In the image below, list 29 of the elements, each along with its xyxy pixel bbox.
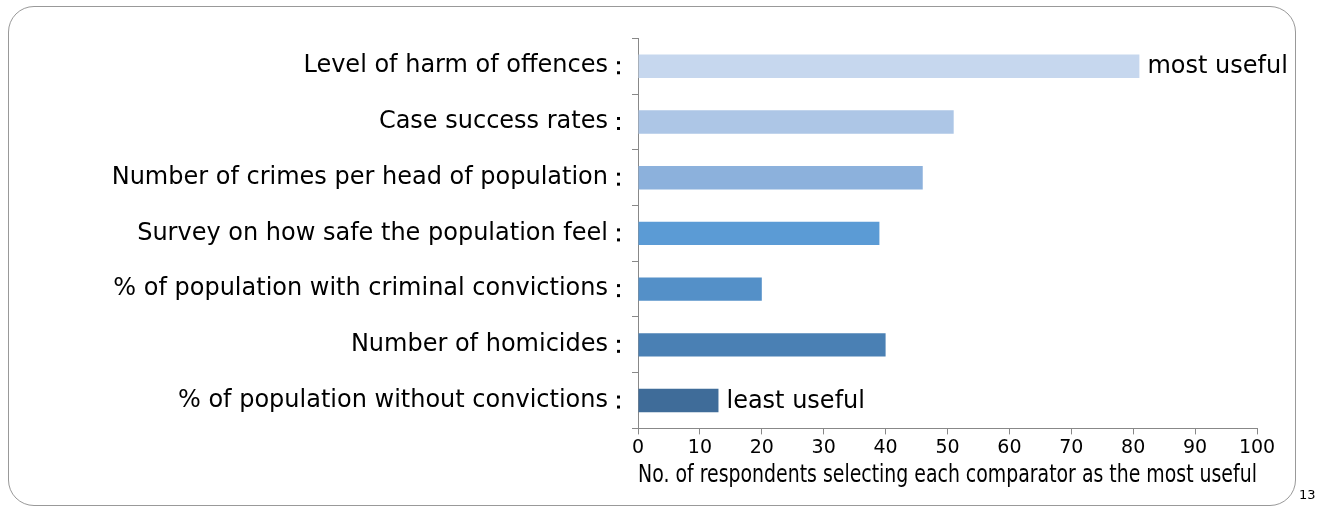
bar: [638, 165, 923, 190]
y-tick-label: Level of harm of offences: [303, 50, 608, 79]
annotation: most useful: [1147, 51, 1288, 80]
y-tick-label: Case success rates: [378, 106, 608, 135]
y-tick-label: Number of homicides: [350, 329, 608, 358]
y-tick-label: % of population without convictions: [177, 384, 608, 413]
bar: [638, 333, 886, 357]
x-tick-label: 80: [1121, 434, 1146, 457]
x-tick-label: 40: [873, 434, 898, 457]
text: 13: [1299, 487, 1316, 503]
x-tick-label: 100: [1238, 434, 1276, 457]
x-axis-title: No. of respondents selecting each comparator as the most useful: [638, 459, 1257, 488]
bar: [638, 54, 1140, 78]
x-tick-label: 10: [687, 434, 712, 457]
bar: [638, 277, 762, 301]
y-tick-label: Number of crimes per head of population: [111, 161, 608, 190]
y-tick-label: % of population with criminal convictions: [113, 273, 608, 302]
x-tick-label: 50: [935, 434, 960, 457]
x-tick-label: 90: [1183, 434, 1208, 457]
bar: [638, 221, 880, 246]
annotation: least useful: [726, 385, 865, 414]
x-tick-label: 70: [1059, 434, 1084, 457]
x-tick-label: 30: [811, 434, 836, 457]
bar: [638, 388, 719, 413]
x-tick-label: 20: [749, 434, 774, 457]
bar: [638, 110, 954, 134]
x-tick-label: 60: [997, 434, 1022, 457]
y-tick-label: Survey on how safe the population feel: [137, 217, 608, 246]
x-tick-label: 0: [631, 434, 645, 457]
